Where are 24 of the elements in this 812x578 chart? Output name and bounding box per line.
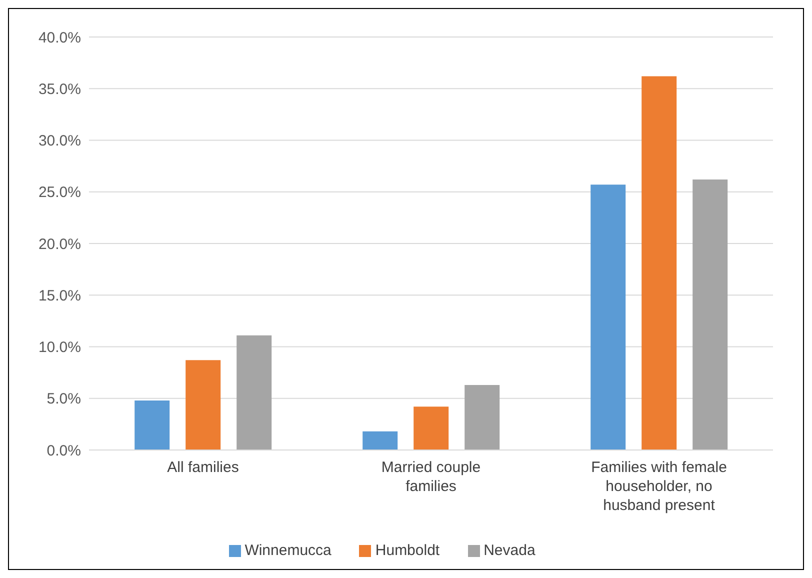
legend-label: Humboldt <box>375 542 440 559</box>
y-tick-label: 10.0% <box>38 339 81 356</box>
bar <box>642 76 677 450</box>
x-tick-label: All families <box>167 459 239 476</box>
bar <box>692 179 728 450</box>
bar <box>236 335 272 450</box>
bar <box>414 406 449 450</box>
bar <box>362 431 398 450</box>
bar <box>590 184 626 450</box>
y-tick-label: 35.0% <box>38 80 81 98</box>
y-tick-label: 25.0% <box>38 184 81 202</box>
x-tick-label: Families with female householder, no husband present <box>591 459 727 514</box>
bar <box>186 360 221 450</box>
y-tick-label: 5.0% <box>46 390 81 408</box>
y-tick-label: 30.0% <box>38 132 81 150</box>
y-tick-label: 40.0% <box>38 29 81 46</box>
y-tick-label: 20.0% <box>38 236 81 253</box>
y-tick-label: 0.0% <box>46 442 81 460</box>
bar <box>464 384 500 450</box>
x-tick-label: Married couple families <box>381 459 481 495</box>
bar <box>134 400 170 450</box>
legend-label: Winnemucca <box>244 542 332 559</box>
y-tick-label: 15.0% <box>38 287 81 304</box>
legend-label: Nevada <box>484 542 536 559</box>
